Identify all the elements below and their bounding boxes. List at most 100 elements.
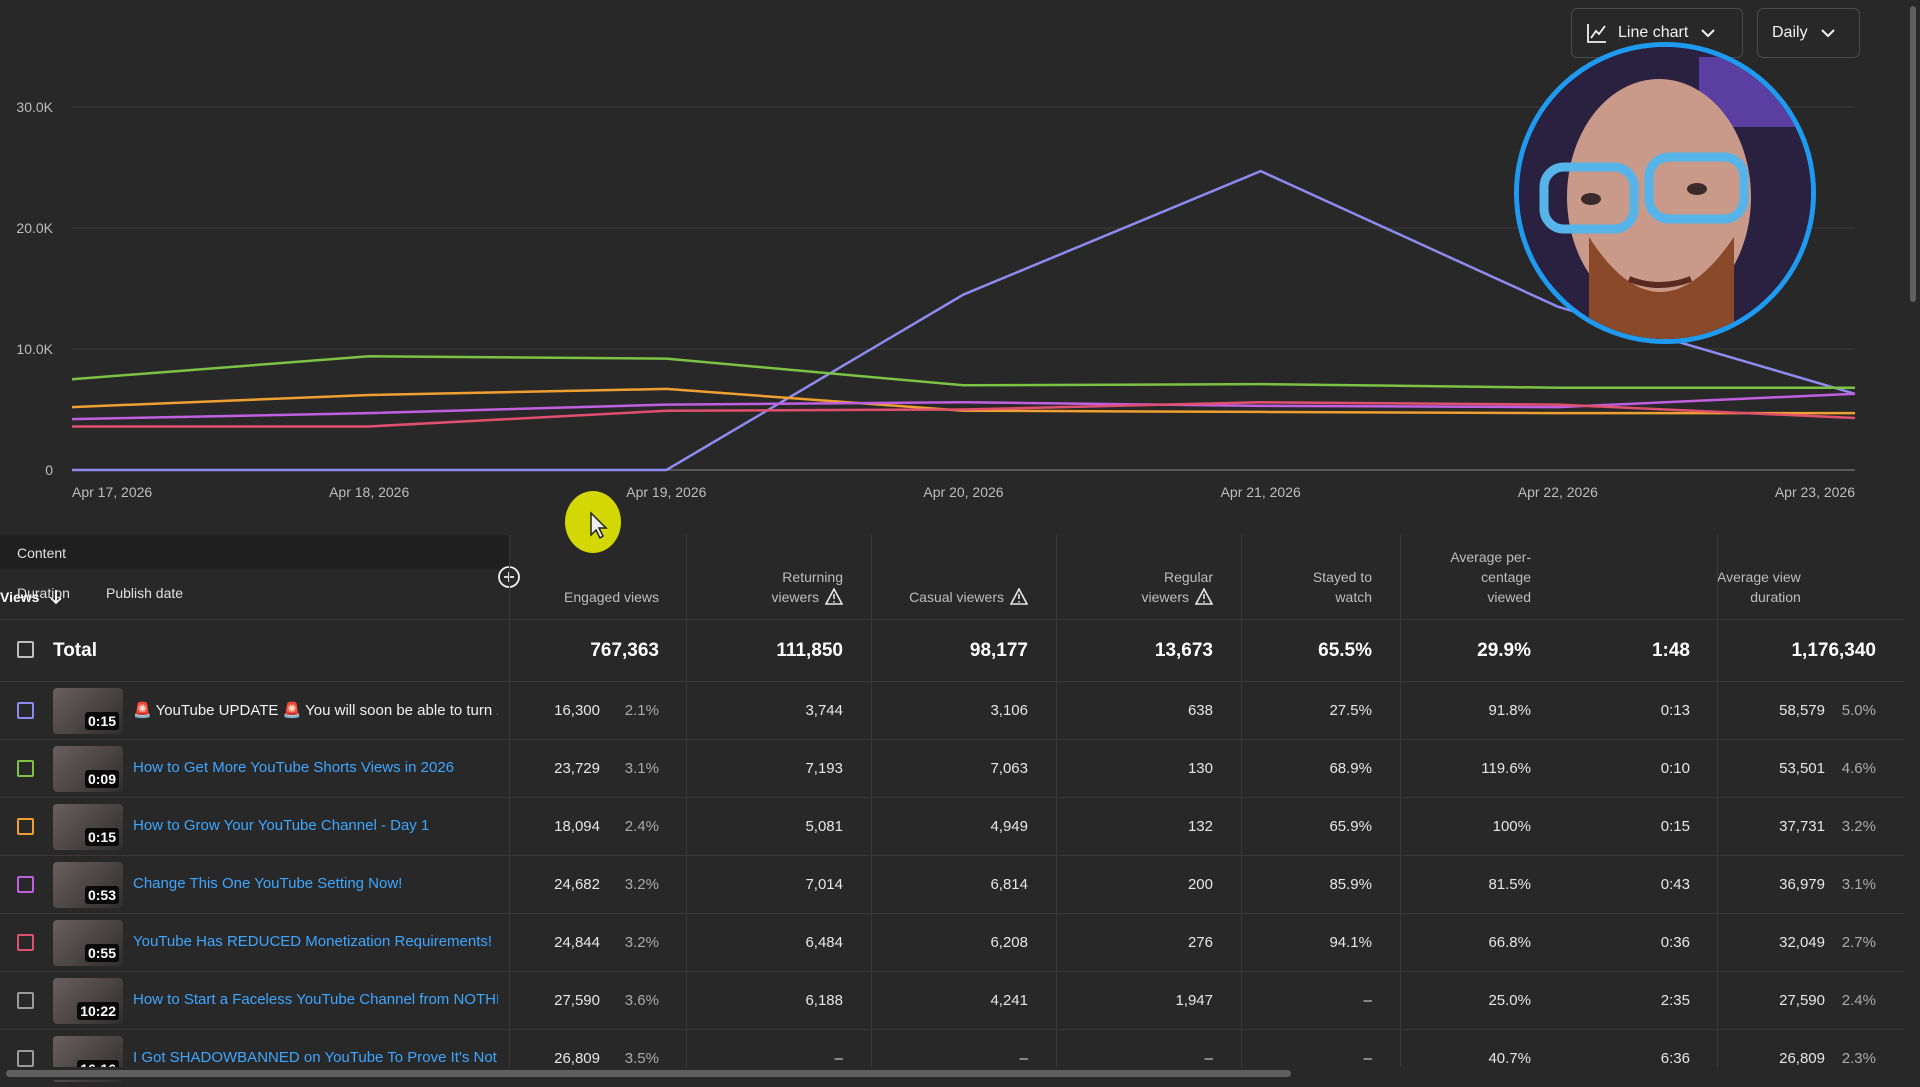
column-header-text: Stayed to bbox=[1312, 569, 1372, 585]
column-header-text: viewed bbox=[1487, 589, 1531, 605]
row-checkbox[interactable] bbox=[17, 934, 34, 951]
engaged-views: 24,682 bbox=[554, 876, 600, 893]
x-tick-label: Apr 22, 2026 bbox=[1518, 484, 1598, 500]
row-checkbox[interactable] bbox=[17, 760, 34, 777]
video-title-link[interactable]: I Got SHADOWBANNED on YouTube To Prove I… bbox=[133, 1049, 498, 1066]
column-header-2[interactable]: Returning viewers bbox=[686, 535, 844, 619]
column-header-7[interactable]: Average view duration bbox=[1717, 535, 1801, 619]
column-header-text: viewers bbox=[771, 589, 819, 605]
avg-pct-value: 81.5% bbox=[1488, 876, 1531, 893]
avg-dur-value: 0:10 bbox=[1660, 760, 1690, 777]
total-checkbox[interactable] bbox=[17, 641, 34, 658]
stayed-value: 85.9% bbox=[1329, 876, 1372, 893]
video-duration: 0:15 bbox=[84, 828, 119, 846]
video-thumbnail[interactable]: 0:55 bbox=[53, 920, 123, 966]
y-tick-label: 30.0K bbox=[16, 99, 53, 115]
sort-publish-date[interactable]: Publish date bbox=[106, 585, 184, 601]
video-thumbnail[interactable]: 0:53 bbox=[53, 862, 123, 908]
engaged-views-pct: 3.5% bbox=[624, 1050, 659, 1067]
row-checkbox[interactable] bbox=[17, 702, 34, 719]
views-value: 32,049 bbox=[1779, 934, 1825, 951]
regular-value: 276 bbox=[1187, 934, 1213, 951]
casual-value: 7,063 bbox=[990, 760, 1028, 777]
avg-dur-value: 0:13 bbox=[1660, 702, 1690, 719]
column-header-4[interactable]: Regular viewers bbox=[1056, 535, 1214, 619]
returning-value: 7,193 bbox=[805, 760, 843, 777]
avg-dur-value: 2:35 bbox=[1660, 992, 1690, 1009]
sort-options bbox=[0, 569, 509, 619]
table-row[interactable]: 0:15 🚨 YouTube UPDATE 🚨 You will soon be … bbox=[0, 681, 1904, 739]
column-header-5[interactable]: Stayed to watch bbox=[1241, 535, 1372, 619]
video-title-link[interactable]: Change This One YouTube Setting Now! bbox=[133, 875, 403, 892]
row-checkbox[interactable] bbox=[17, 818, 34, 835]
column-header-8[interactable]: Views bbox=[0, 535, 63, 619]
video-duration: 0:55 bbox=[84, 944, 119, 962]
returning-value: 5,081 bbox=[805, 818, 843, 835]
series-line-5 bbox=[72, 400, 1856, 428]
video-title-link[interactable]: YouTube Has REDUCED Monetization Require… bbox=[133, 933, 493, 950]
row-checkbox[interactable] bbox=[17, 876, 34, 893]
column-header-text: Engaged views bbox=[564, 589, 659, 605]
regular-value: 638 bbox=[1187, 702, 1213, 719]
video-thumbnail[interactable]: 0:15 bbox=[53, 688, 123, 734]
casual-value: 6,814 bbox=[990, 876, 1028, 893]
engaged-views: 26,809 bbox=[554, 1050, 600, 1067]
table-row[interactable]: 0:53 Change This One YouTube Setting Now!… bbox=[0, 855, 1904, 913]
total-value: 111,850 bbox=[776, 639, 843, 661]
horizontal-scrollbar[interactable] bbox=[0, 1067, 1904, 1080]
column-divider bbox=[509, 535, 510, 1080]
content-table: Content Duration Publish date Engaged vi… bbox=[0, 535, 1904, 1082]
video-title-link[interactable]: How to Get More YouTube Shorts Views in … bbox=[133, 759, 455, 776]
returning-value: 6,484 bbox=[805, 934, 843, 951]
y-tick-label: 20.0K bbox=[16, 220, 53, 236]
table-row[interactable]: 10:22 How to Start a Faceless YouTube Cha… bbox=[0, 971, 1904, 1029]
casual-value: 3,106 bbox=[990, 702, 1028, 719]
video-duration: 0:09 bbox=[84, 770, 119, 788]
views-pct: 2.4% bbox=[1841, 992, 1876, 1009]
engaged-views-pct: 2.1% bbox=[624, 702, 659, 719]
avg-pct-value: 119.6% bbox=[1481, 760, 1531, 777]
warning-icon bbox=[824, 587, 844, 605]
x-tick-label: Apr 17, 2026 bbox=[72, 484, 152, 500]
video-duration: 0:15 bbox=[84, 712, 119, 730]
column-divider bbox=[686, 535, 687, 1080]
casual-value: 6,208 bbox=[990, 934, 1028, 951]
table-row[interactable]: 0:15 How to Grow Your YouTube Channel - D… bbox=[0, 797, 1904, 855]
column-divider bbox=[1241, 535, 1242, 1080]
video-duration: 10:22 bbox=[77, 1002, 119, 1020]
stayed-value: – bbox=[1363, 992, 1372, 1009]
column-header-3[interactable]: Casual viewers bbox=[871, 535, 1029, 619]
interval-dropdown[interactable]: Daily bbox=[1757, 8, 1860, 58]
column-header-6[interactable]: Average per-centage viewed bbox=[1400, 535, 1531, 619]
views-value: 36,979 bbox=[1779, 876, 1825, 893]
video-thumbnail[interactable]: 0:09 bbox=[53, 746, 123, 792]
cursor-highlight bbox=[565, 491, 621, 553]
casual-value: – bbox=[1019, 1050, 1028, 1067]
column-header-1[interactable]: Engaged views bbox=[509, 535, 659, 619]
column-header-text: centage bbox=[1481, 569, 1531, 585]
video-title-link[interactable]: How to Grow Your YouTube Channel - Day 1 bbox=[133, 817, 430, 834]
column-divider bbox=[871, 535, 872, 1080]
video-title-link[interactable]: How to Start a Faceless YouTube Channel … bbox=[133, 991, 498, 1008]
video-thumbnail[interactable]: 10:22 bbox=[53, 978, 123, 1024]
stayed-value: 94.1% bbox=[1329, 934, 1372, 951]
table-row[interactable]: 0:09 How to Get More YouTube Shorts Views… bbox=[0, 739, 1904, 797]
avg-pct-value: 40.7% bbox=[1488, 1050, 1531, 1067]
views-pct: 2.7% bbox=[1841, 934, 1876, 951]
video-thumbnail[interactable]: 0:15 bbox=[53, 804, 123, 850]
views-value: 58,579 bbox=[1779, 702, 1825, 719]
x-tick-label: Apr 20, 2026 bbox=[923, 484, 1003, 500]
column-header-text: Casual viewers bbox=[909, 589, 1004, 605]
row-checkbox[interactable] bbox=[17, 992, 34, 1009]
column-divider bbox=[1400, 535, 1401, 1080]
table-row[interactable]: 0:55 YouTube Has REDUCED Monetization Req… bbox=[0, 913, 1904, 971]
column-divider bbox=[1717, 535, 1718, 1080]
vertical-scrollbar[interactable] bbox=[1906, 0, 1920, 1080]
regular-value: 132 bbox=[1187, 818, 1213, 835]
engaged-views: 18,094 bbox=[554, 818, 600, 835]
warning-icon bbox=[1009, 587, 1029, 605]
video-title-link[interactable]: 🚨 YouTube UPDATE 🚨 You will soon be able… bbox=[133, 702, 498, 719]
series-line-1 bbox=[72, 169, 1856, 472]
engaged-views-pct: 3.2% bbox=[624, 876, 659, 893]
row-checkbox[interactable] bbox=[17, 1050, 34, 1067]
